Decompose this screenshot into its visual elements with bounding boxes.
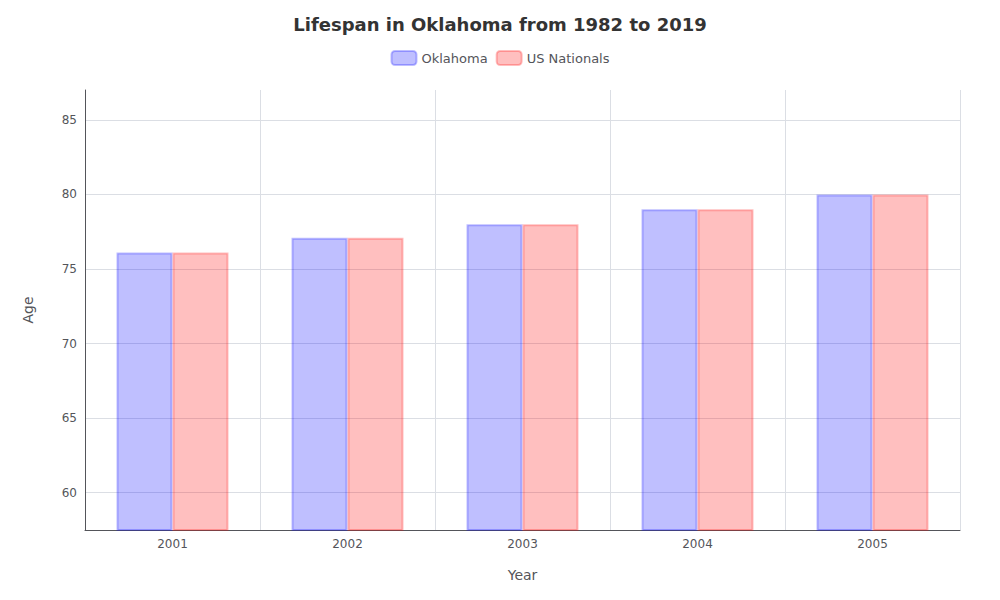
svg-text:Oklahoma: Oklahoma bbox=[421, 51, 487, 66]
svg-text:75: 75 bbox=[62, 262, 77, 276]
svg-text:2001: 2001 bbox=[157, 537, 188, 551]
svg-text:85: 85 bbox=[62, 113, 77, 127]
svg-text:Year: Year bbox=[507, 567, 538, 583]
svg-text:80: 80 bbox=[62, 187, 77, 201]
svg-text:60: 60 bbox=[62, 486, 77, 500]
svg-text:65: 65 bbox=[62, 411, 77, 425]
svg-text:Age: Age bbox=[20, 296, 36, 323]
svg-text:2004: 2004 bbox=[682, 537, 713, 551]
svg-text:2005: 2005 bbox=[857, 537, 888, 551]
svg-text:70: 70 bbox=[62, 337, 77, 351]
svg-text:Lifespan in Oklahoma from 1982: Lifespan in Oklahoma from 1982 to 2019 bbox=[293, 14, 707, 35]
svg-text:2003: 2003 bbox=[507, 537, 538, 551]
svg-text:2002: 2002 bbox=[332, 537, 363, 551]
svg-text:US Nationals: US Nationals bbox=[527, 51, 610, 66]
